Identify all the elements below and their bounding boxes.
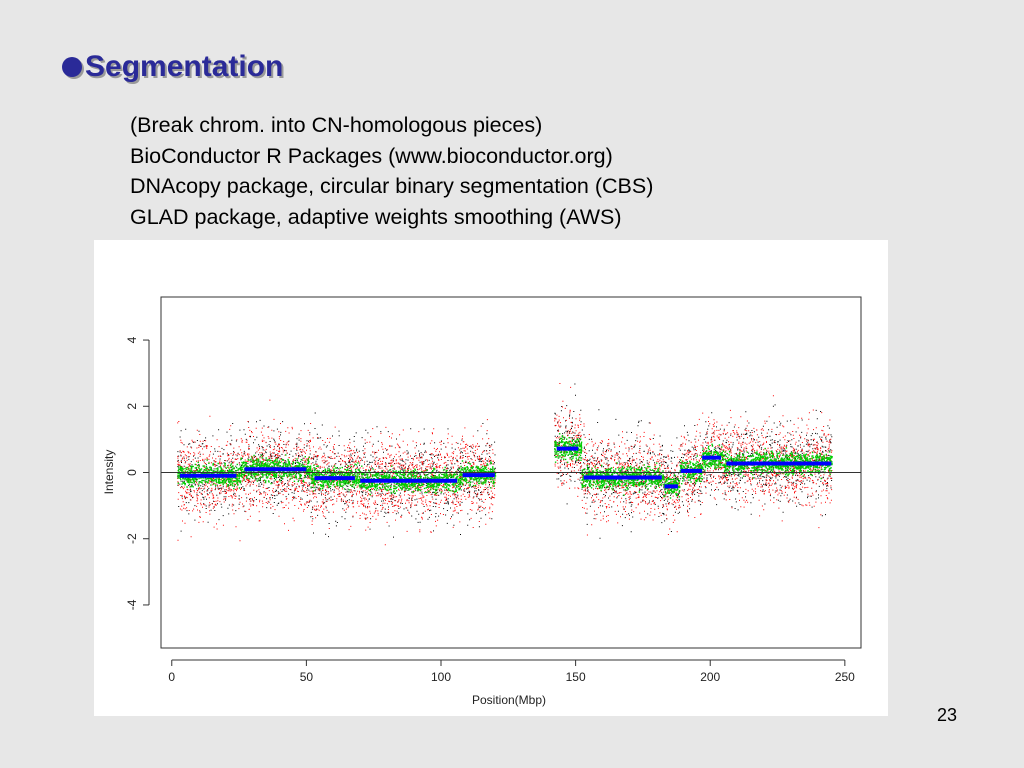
plot-frame [160,296,862,649]
smoothed-points [177,433,833,499]
x-tick-label: 150 [566,670,586,684]
slide-title-text: Segmentation [85,50,284,83]
x-tick-label: 200 [700,670,720,684]
bullet-line: DNAcopy package, circular binary segment… [130,174,654,198]
y-tick-label: -2 [125,533,139,544]
y-tick-label: 2 [125,403,139,410]
x-tick-label: 50 [300,670,314,684]
y-tick-label: 4 [125,336,139,343]
bullet-line: BioConductor R Packages (www.bioconducto… [130,143,613,168]
x-tick-label: 100 [431,670,451,684]
y-axis-label: Intensity [102,450,116,495]
segment-layer [179,446,832,489]
smoothed-layer [177,433,833,499]
axes-layer: 0 50 100 150 200 250 -4 -2 0 2 4 [125,336,855,684]
y-tick-label: 0 [125,469,139,476]
bullet-list: (Break chrom. into CN-homologous pieces)… [130,110,653,232]
x-tick-label: 0 [168,670,175,684]
x-axis-label: Position(Mbp) [472,693,546,707]
page-number: 23 [937,705,958,725]
bullet-dot-icon [62,57,82,77]
bullet-line: GLAD package, adaptive weights smoothing… [130,204,622,229]
chart-figure: 0 50 100 150 200 250 -4 -2 0 2 4 Position(Mbp) Int… [94,240,888,716]
x-tick-label: 250 [835,670,855,684]
segmentation-chart: 0 50 100 150 200 250 -4 -2 0 2 4 Position(Mbp) Int… [102,296,862,707]
slide-title: Segmentation [62,50,283,84]
bullet-line: (Break chrom. into CN-homologous pieces) [130,113,543,137]
y-tick-label: -4 [125,599,139,610]
